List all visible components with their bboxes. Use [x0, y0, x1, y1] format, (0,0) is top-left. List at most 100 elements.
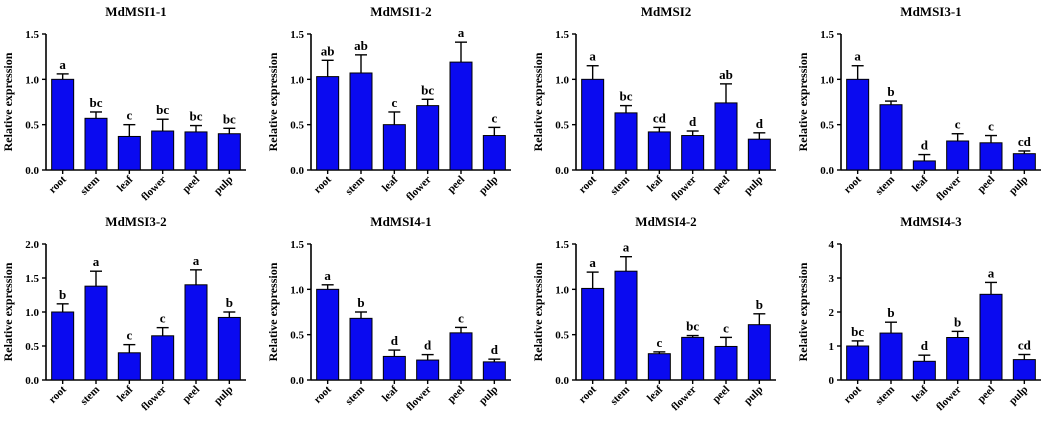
bar-stem	[349, 72, 373, 171]
chart-title: MdMSI3-2	[105, 214, 166, 229]
chart-title: MdMSI4-3	[900, 214, 962, 229]
y-tick-label: 0.5	[555, 120, 569, 132]
significance-label: c	[458, 310, 464, 325]
x-tick-label: peel	[975, 174, 997, 196]
y-tick-label: 0.0	[25, 165, 39, 177]
x-tick-label: pulp	[742, 174, 766, 198]
y-tick-label: 1.5	[290, 29, 304, 41]
y-tick-label: 1.5	[555, 29, 569, 41]
y-tick-label: 1.5	[290, 239, 304, 251]
bar-flower	[416, 359, 440, 381]
y-tick-label: 1.0	[25, 307, 39, 319]
significance-label: b	[59, 287, 66, 302]
y-tick-label: 0.5	[25, 120, 39, 132]
y-axis-label: Relative expression	[531, 262, 545, 361]
x-tick-label: leaf	[115, 173, 136, 194]
bar-stem	[349, 317, 373, 381]
x-tick-label: root	[312, 173, 334, 195]
chart-panel-1: MdMSI1-1 Relative expression 0.0 0.5 1.0 1.5 a…	[1, 4, 246, 203]
significance-label: c	[160, 311, 166, 326]
bar-pulp	[217, 133, 241, 171]
significance-label: cd	[1018, 134, 1032, 149]
y-tick-label: 0.5	[555, 330, 569, 342]
x-tick-label: stem	[873, 384, 897, 408]
x-tick-label: pulp	[742, 384, 766, 408]
bar-flower	[681, 135, 705, 171]
bar-root	[51, 78, 75, 171]
bar-leaf	[647, 131, 671, 171]
bar-root	[316, 76, 340, 171]
x-tick-label: leaf	[645, 383, 666, 404]
bar-pulp	[747, 138, 771, 171]
significance-label: a	[193, 253, 200, 268]
significance-label: a	[93, 254, 100, 269]
y-tick-label: 0.0	[290, 165, 304, 177]
bar-root	[846, 78, 870, 171]
y-tick-label: 1	[829, 341, 835, 353]
significance-label: b	[357, 295, 364, 310]
bar-leaf	[647, 353, 671, 381]
bar-leaf	[912, 160, 936, 171]
significance-label: c	[988, 119, 994, 134]
chart-title: MdMSI1-1	[105, 4, 166, 19]
x-tick-label: leaf	[380, 383, 401, 404]
bar-root	[846, 345, 870, 381]
significance-label: d	[921, 138, 929, 153]
chart-panel-8: MdMSI4-3 Relative expression 0 1 2 3 4 bc root b s…	[796, 214, 1041, 413]
x-tick-label: flower	[669, 384, 699, 414]
y-axis-label: Relative expression	[1, 262, 15, 361]
significance-label: c	[955, 117, 961, 132]
bar-pulp	[1012, 359, 1036, 381]
bar-pulp	[482, 361, 506, 381]
x-tick-label: leaf	[910, 383, 931, 404]
x-tick-label: root	[842, 173, 864, 195]
y-axis-label: Relative expression	[531, 52, 545, 151]
significance-label: b	[887, 84, 894, 99]
significance-label: cd	[653, 110, 667, 125]
significance-label: d	[424, 338, 432, 353]
chart-panel-3: MdMSI2 Relative expression 0.0 0.5 1.0 1.5 a ro…	[531, 4, 776, 203]
significance-label: a	[589, 49, 596, 64]
x-tick-label: peel	[180, 174, 202, 196]
significance-label: bc	[421, 82, 434, 97]
significance-label: ab	[321, 43, 335, 58]
bar-root	[581, 78, 605, 171]
bar-stem	[84, 285, 108, 381]
bar-flower	[151, 335, 175, 381]
significance-label: a	[324, 268, 331, 283]
significance-label: d	[921, 338, 929, 353]
x-tick-label: stem	[608, 174, 632, 198]
x-tick-label: root	[577, 383, 599, 405]
significance-label: b	[226, 295, 233, 310]
bar-flower	[681, 336, 705, 381]
significance-label: a	[589, 255, 596, 270]
y-tick-label: 1.0	[555, 284, 569, 296]
significance-label: a	[988, 265, 995, 280]
x-tick-label: leaf	[645, 173, 666, 194]
y-tick-label: 0.0	[820, 165, 834, 177]
y-axis-label: Relative expression	[796, 52, 810, 151]
x-tick-label: root	[47, 383, 69, 405]
bar-flower	[416, 105, 440, 171]
chart-title: MdMSI3-1	[900, 4, 961, 19]
significance-label: c	[126, 108, 132, 123]
significance-label: a	[854, 49, 861, 64]
chart-title: MdMSI4-2	[635, 214, 696, 229]
x-tick-label: flower	[404, 384, 434, 414]
x-tick-label: flower	[669, 174, 699, 204]
y-tick-label: 1.5	[25, 29, 39, 41]
x-tick-label: stem	[343, 384, 367, 408]
x-tick-label: flower	[139, 384, 169, 414]
y-tick-label: 1.0	[290, 284, 304, 296]
x-tick-label: pulp	[1007, 384, 1031, 408]
significance-label: a	[623, 240, 630, 255]
significance-label: b	[756, 297, 763, 312]
x-tick-label: root	[842, 383, 864, 405]
x-tick-label: peel	[180, 384, 202, 406]
significance-label: bc	[686, 319, 699, 334]
bar-peel	[184, 284, 208, 381]
chart-panel-7: MdMSI4-2 Relative expression 0.0 0.5 1.0 1.5 a…	[531, 214, 776, 413]
y-tick-label: 0.0	[555, 165, 569, 177]
x-tick-label: flower	[404, 174, 434, 204]
x-tick-label: leaf	[115, 383, 136, 404]
